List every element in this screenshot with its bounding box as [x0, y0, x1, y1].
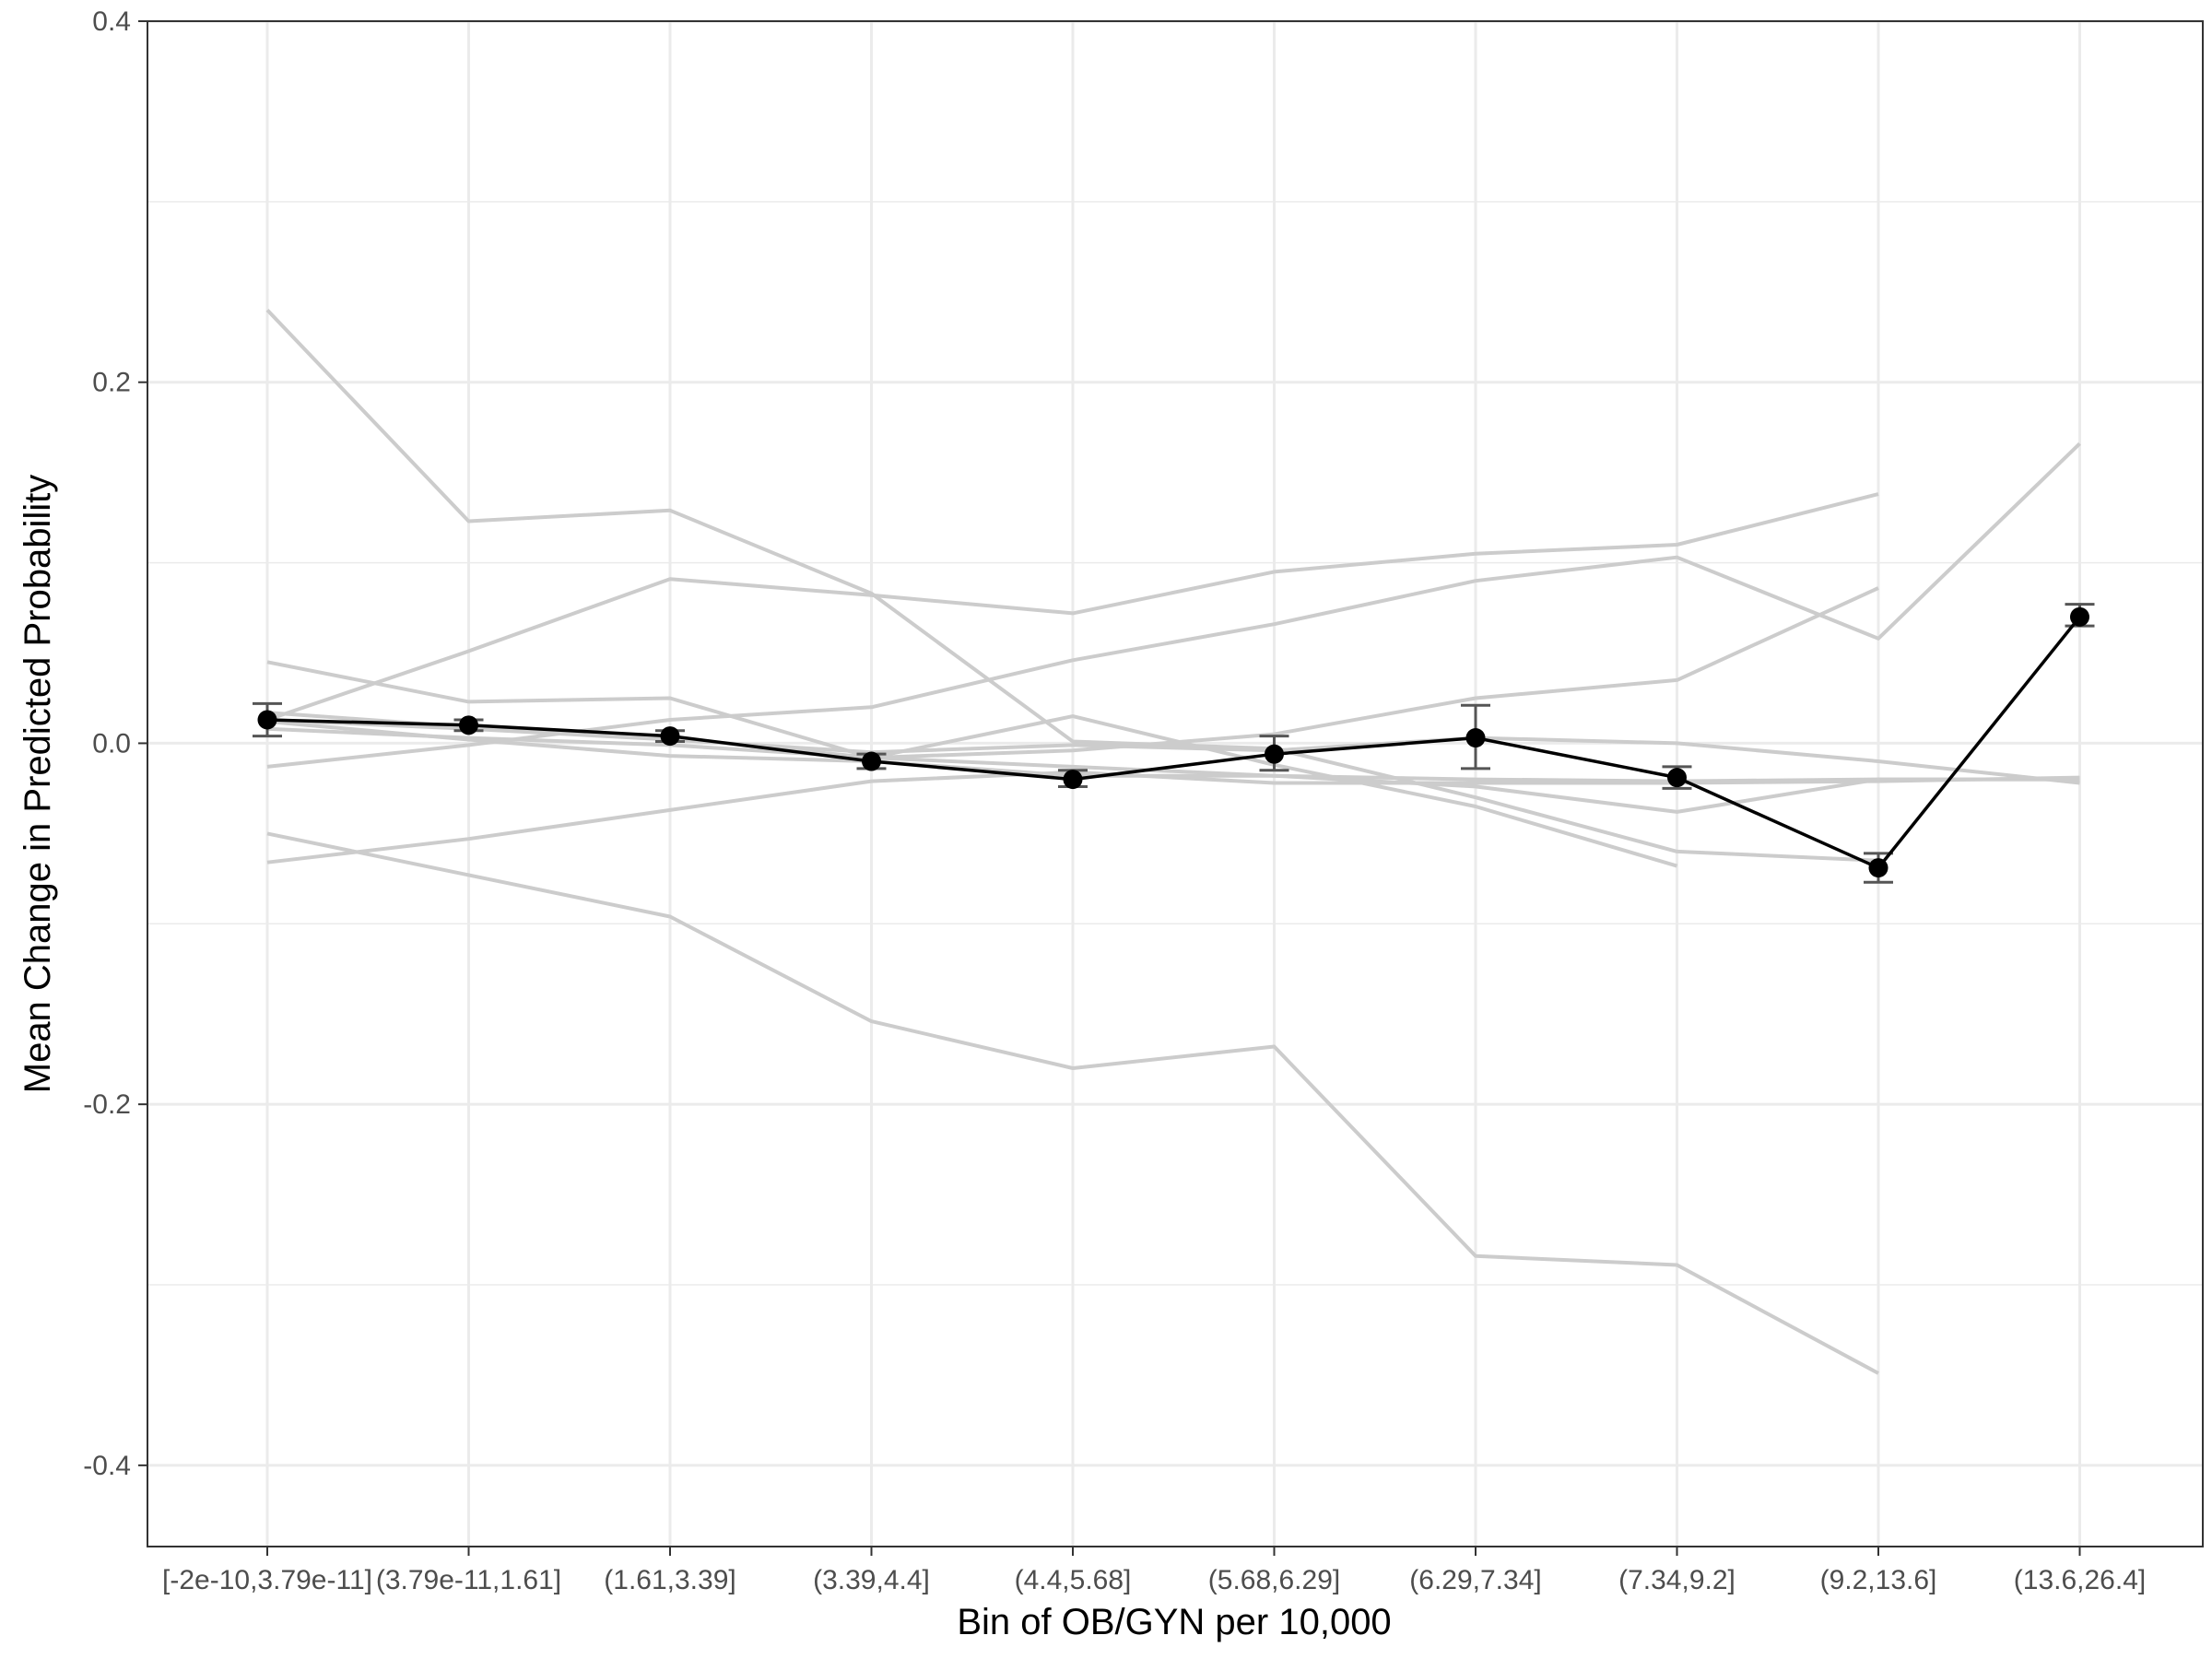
- x-tick-label: (3.79e-11,1.61]: [376, 1565, 561, 1595]
- mean-point: [1063, 770, 1083, 790]
- mean-point: [1868, 858, 1888, 878]
- x-tick-label: (4.4,5.68]: [1015, 1565, 1132, 1595]
- background-series-line-3: [266, 492, 1879, 722]
- background-series-line-1: [265, 309, 1879, 863]
- mean-point: [1465, 728, 1486, 748]
- panel-border: [147, 20, 2204, 1547]
- x-tick-label: (5.68,6.29]: [1208, 1565, 1340, 1595]
- background-series-line-4: [266, 726, 2080, 814]
- x-tick-label: (7.34,9.2]: [1618, 1565, 1735, 1595]
- mean-series: [253, 603, 2095, 884]
- x-tick-label: (9.2,13.6]: [1820, 1565, 1937, 1595]
- axes: -0.4 -0.2 0.0 0.2 0.4 [-2e-10,3.79e-11] (3.79e…: [83, 6, 2146, 1595]
- y-tick-label: 0.2: [92, 368, 131, 398]
- y-axis-title: Mean Change in Predicted Probability: [18, 475, 58, 1094]
- y-tick-label: 0.4: [92, 6, 131, 37]
- x-tick-label: (13.6,26.4]: [2014, 1565, 2146, 1595]
- background-series-line-10: [266, 718, 2080, 785]
- x-tick-label: (1.61,3.39]: [604, 1565, 735, 1595]
- mean-point: [862, 751, 881, 771]
- mean-point: [459, 715, 478, 735]
- background-series-line-6: [266, 831, 1879, 1375]
- background-series-lines: [265, 309, 2081, 1375]
- x-tick-label: [-2e-10,3.79e-11]: [162, 1565, 372, 1595]
- mean-point: [1667, 768, 1687, 788]
- y-tick-label: 0.0: [92, 728, 131, 759]
- mean-point: [257, 710, 277, 730]
- x-tick-label: (3.39,4.4]: [813, 1565, 930, 1595]
- x-tick-label: (6.29,7.34]: [1409, 1565, 1541, 1595]
- y-tick-label: -0.2: [83, 1089, 131, 1120]
- y-tick-label: -0.4: [83, 1451, 131, 1481]
- mean-point: [1265, 744, 1284, 764]
- x-axis-title: Bin of OB/GYN per 10,000: [957, 1602, 1391, 1642]
- mean-point: [2070, 606, 2089, 627]
- mean-point: [660, 726, 680, 747]
- background-series-line-9: [266, 719, 2080, 783]
- mean-line: [266, 616, 2081, 870]
- background-series-line-2: [266, 586, 1879, 760]
